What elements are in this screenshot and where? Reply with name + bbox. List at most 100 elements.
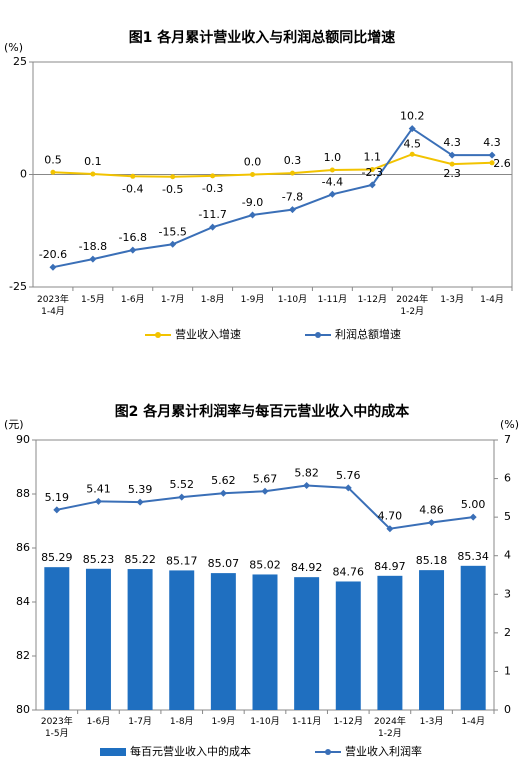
y2-tick-label: 5 [504, 510, 511, 523]
point [53, 506, 61, 514]
value-label: 85.29 [41, 551, 73, 564]
chart-title: 图2 各月累计利润率与每百元营业收入中的成本 [115, 403, 411, 420]
value-label: 85.23 [83, 553, 115, 566]
point [369, 167, 375, 173]
point [329, 167, 335, 173]
value-label: 0.1 [84, 155, 102, 168]
point [261, 487, 269, 495]
point [49, 263, 57, 271]
point [250, 172, 256, 177]
bar [127, 569, 153, 710]
y-tick-label: 84 [16, 595, 30, 608]
bar [210, 573, 236, 710]
y-tick-label: 80 [16, 703, 30, 716]
y2-axis-label: (%) [500, 418, 519, 431]
bar [294, 577, 320, 710]
value-label: -20.6 [39, 248, 67, 261]
value-label: 85.18 [416, 554, 448, 567]
y-tick-label: 88 [16, 487, 30, 500]
bar [85, 568, 111, 710]
value-label: 0.3 [284, 154, 302, 167]
x-tick-label: 1-3月 [419, 717, 444, 727]
y-axis-label: (%) [4, 41, 23, 54]
x-tick-label: 2023年 1-4月 [37, 295, 69, 317]
value-label: 5.76 [336, 469, 361, 482]
y-tick-label: 0 [20, 168, 27, 181]
chart-title: 图1 各月累计营业收入与利润总额同比增速 [129, 29, 396, 46]
x-tick-label: 1-4月 [480, 295, 504, 305]
value-label: -11.7 [198, 208, 226, 221]
point [50, 169, 56, 175]
y2-tick-label: 0 [504, 703, 511, 716]
legend-label: 每百元营业收入中的成本 [130, 744, 251, 758]
legend-label: 利润总额增速 [335, 327, 401, 341]
point [136, 498, 144, 506]
x-tick-label: 1-6月 [120, 295, 145, 305]
point [90, 171, 96, 177]
value-label: 1.1 [364, 151, 382, 164]
point [409, 151, 415, 157]
y-tick-label: 82 [16, 649, 30, 662]
x-tick-label: 1-12月 [333, 717, 363, 727]
point [219, 489, 227, 497]
point [129, 246, 137, 254]
point [249, 211, 257, 219]
point [178, 493, 186, 501]
x-tick-label: 2024年 1-2月 [396, 295, 429, 317]
value-label: 2.6 [493, 157, 511, 170]
point [489, 160, 495, 166]
point [469, 513, 477, 521]
value-label: 0.5 [44, 153, 62, 166]
value-label: 4.3 [443, 136, 461, 149]
y-tick-label: 90 [16, 433, 30, 446]
x-tick-label: 1-12月 [357, 295, 387, 305]
point [386, 525, 394, 533]
value-label: -9.0 [242, 196, 263, 209]
point [448, 151, 456, 159]
value-label: 85.02 [249, 558, 281, 571]
series-line [52, 127, 493, 269]
bar [44, 567, 70, 710]
point [344, 484, 352, 492]
value-label: 1.0 [324, 151, 342, 164]
bar [460, 565, 486, 710]
value-label: -2.3 [362, 166, 383, 179]
y-tick-label: -25 [9, 280, 27, 293]
point [408, 125, 416, 133]
x-tick-label: 2024年 1-2月 [373, 717, 406, 739]
y2-tick-label: 6 [504, 472, 511, 485]
value-label: 85.17 [166, 554, 198, 567]
x-tick-label: 1-3月 [440, 295, 464, 305]
y2-tick-label: 7 [504, 433, 511, 446]
legend-swatch [100, 748, 126, 756]
value-label: -0.5 [162, 183, 183, 196]
y2-tick-label: 1 [504, 664, 511, 677]
point [328, 190, 336, 198]
x-tick-label: 1-11月 [317, 295, 348, 305]
value-label: 5.67 [253, 472, 278, 485]
y2-tick-label: 3 [504, 587, 511, 600]
value-label: 5.52 [169, 478, 194, 491]
point [209, 223, 217, 231]
bar [377, 575, 403, 710]
point [488, 151, 496, 159]
point [368, 181, 376, 189]
y2-tick-label: 2 [504, 626, 511, 639]
value-label: 85.22 [124, 553, 156, 566]
point [449, 161, 455, 167]
x-tick-label: 1-5月 [81, 295, 105, 305]
x-tick-label: 1-7月 [160, 295, 185, 305]
value-label: -18.8 [79, 240, 107, 253]
value-label: 4.86 [419, 504, 444, 517]
value-label: 85.34 [457, 550, 489, 563]
value-label: 84.97 [374, 560, 406, 573]
x-tick-label: 2023年 1-5月 [40, 717, 73, 739]
x-tick-label: 1-10月 [250, 717, 280, 727]
value-label: 84.92 [291, 561, 323, 574]
point [94, 497, 102, 505]
value-label: -0.4 [122, 182, 143, 195]
value-label: 5.00 [461, 498, 486, 511]
point [303, 482, 311, 490]
